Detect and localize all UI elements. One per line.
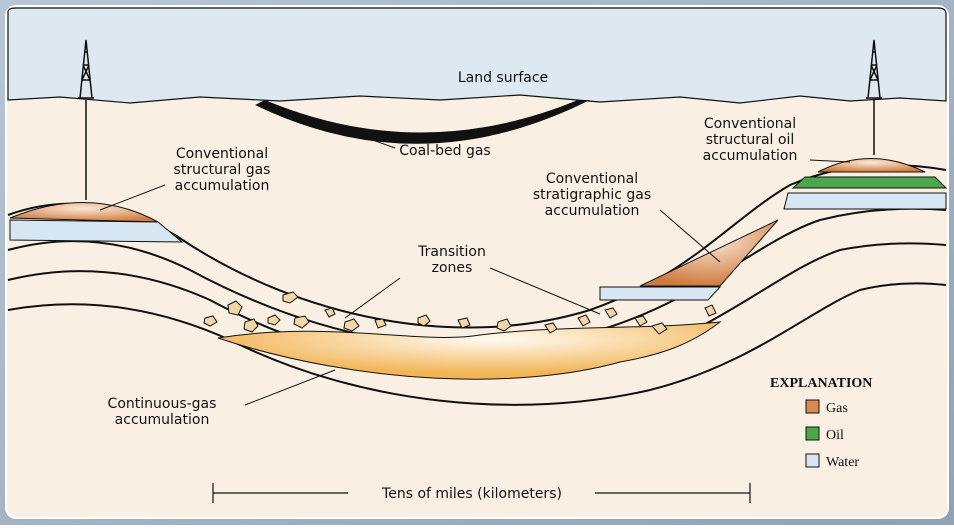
legend-label: Water [826,455,859,470]
label: Coal-bed gas [399,143,490,159]
label: structural gas [174,162,271,178]
legend-label: Gas [826,401,848,416]
water-left [10,220,182,242]
legend-title: EXPLANATION [770,376,872,391]
legend-label: Oil [826,428,844,443]
legend-swatch [806,427,819,440]
legend-swatch [806,400,819,413]
scale-label: Tens of miles (kilometers) [381,486,562,502]
label: accumulation [703,148,798,164]
diagram: Land surface Coal-bed gas Conventionalst… [0,0,954,525]
label: Land surface [458,70,548,86]
label: accumulation [115,412,210,428]
oil-right [793,177,946,188]
water-right [784,193,946,209]
sky [8,8,946,103]
label: accumulation [175,178,270,194]
legend-swatch [806,454,819,467]
label: Conventional [176,146,268,162]
label: accumulation [545,203,640,219]
label: Transition [417,244,486,260]
label: Conventional [704,116,796,132]
label: Continuous-gas [108,396,217,412]
strat-water [600,287,720,300]
label: Conventional [546,171,638,187]
label: structural oil [706,132,795,148]
label: stratigraphic gas [533,187,651,203]
label: zones [432,260,473,276]
